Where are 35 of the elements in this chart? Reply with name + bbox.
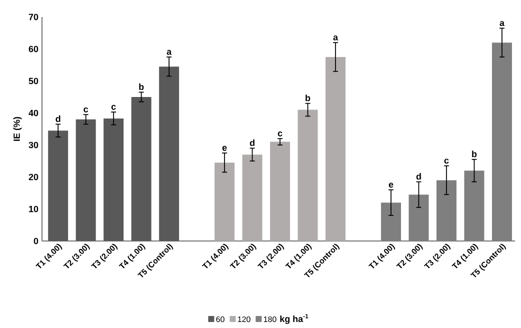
y-tick-label: 10	[29, 206, 38, 212]
data-label: c	[278, 131, 282, 136]
y-tick-label: 70	[28, 14, 38, 20]
bar	[159, 66, 180, 241]
data-label: e	[222, 146, 227, 151]
data-label: d	[250, 139, 254, 146]
data-label: b	[472, 150, 477, 158]
bar	[48, 130, 68, 241]
y-tick-label: 0	[34, 238, 38, 244]
y-tick-label: 60	[28, 46, 38, 52]
data-label: a	[333, 35, 338, 40]
data-label: d	[56, 115, 60, 122]
data-label: b	[306, 94, 310, 102]
bar	[214, 162, 235, 241]
bar	[131, 97, 152, 241]
data-label: c	[444, 158, 449, 164]
bar	[76, 119, 96, 241]
data-label: e	[388, 182, 394, 188]
bar	[104, 118, 124, 241]
data-label: c	[111, 104, 116, 110]
y-tick-label: 40	[28, 110, 38, 116]
data-label: d	[416, 173, 421, 180]
y-axis-title: IE (%)	[13, 116, 22, 141]
y-tick-label: 30	[28, 142, 38, 148]
text: kg ha$^{-1}$	[280, 314, 308, 324]
bar	[326, 57, 346, 241]
data-label: a	[166, 50, 172, 55]
bar	[242, 154, 262, 241]
y-tick-label: 20	[28, 174, 38, 180]
data-label: c	[84, 107, 88, 112]
data-label: b	[139, 83, 144, 90]
bar	[298, 110, 318, 241]
bar	[270, 142, 290, 241]
data-label: a	[500, 21, 505, 26]
y-tick-label: 50	[28, 78, 38, 84]
